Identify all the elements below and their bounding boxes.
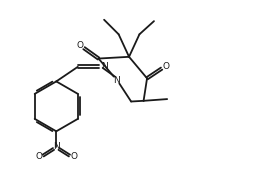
Text: O: O [36, 152, 42, 161]
Text: N: N [53, 142, 60, 151]
Text: O: O [76, 41, 83, 50]
Text: O: O [162, 62, 169, 71]
Text: O: O [70, 152, 77, 161]
Text: N: N [113, 75, 120, 85]
Text: N: N [101, 62, 108, 71]
